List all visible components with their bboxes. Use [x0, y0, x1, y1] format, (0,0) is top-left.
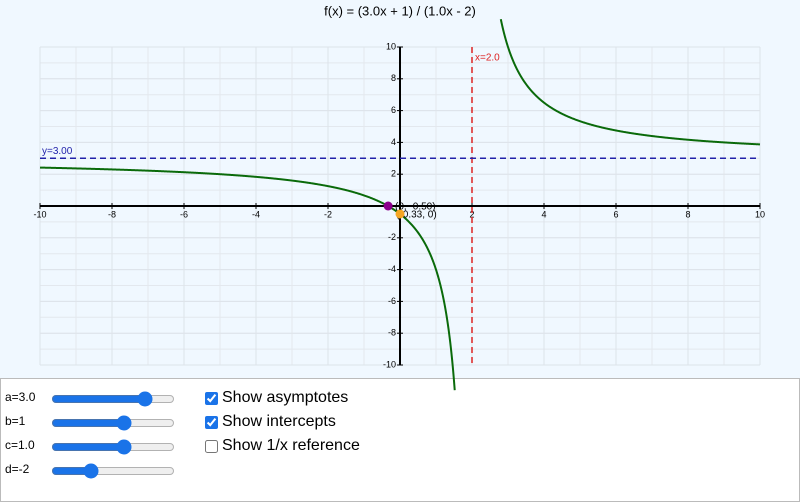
- checkbox-label: Show intercepts: [222, 413, 336, 430]
- slider[interactable]: [51, 439, 175, 455]
- checkbox-row: Show asymptotes: [203, 389, 348, 407]
- graph-area: [0, 0, 800, 378]
- checkbox-label: Show asymptotes: [222, 389, 349, 406]
- slider-label: d=-2: [5, 462, 30, 476]
- slider[interactable]: [51, 463, 175, 479]
- control-panel: a=3.0 b=1 c=1.0 d=-2 Show asymptotes Show int…: [0, 378, 800, 502]
- slider[interactable]: [51, 415, 175, 431]
- checkbox-row: Show intercepts: [203, 413, 336, 431]
- checkbox[interactable]: [205, 391, 218, 405]
- checkbox-row: Show 1/x reference: [203, 437, 360, 455]
- slider-label: c=1.0: [5, 438, 35, 452]
- checkbox[interactable]: [205, 415, 218, 429]
- slider-label: a=3.0: [5, 390, 36, 404]
- checkbox-label: Show 1/x reference: [222, 437, 360, 454]
- checkbox[interactable]: [205, 439, 218, 453]
- slider-label: b=1: [5, 414, 26, 428]
- slider[interactable]: [51, 391, 175, 407]
